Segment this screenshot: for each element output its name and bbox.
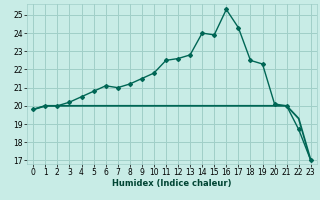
X-axis label: Humidex (Indice chaleur): Humidex (Indice chaleur) [112, 179, 232, 188]
